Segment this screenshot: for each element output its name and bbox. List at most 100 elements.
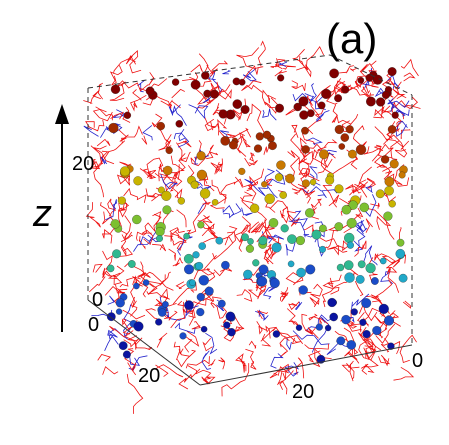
bead — [376, 97, 386, 107]
polymer-chain — [124, 348, 135, 365]
bead — [199, 188, 211, 199]
bead — [340, 133, 350, 142]
polymer-chain — [109, 325, 134, 338]
polymer-chain — [317, 190, 327, 199]
polymer-chain — [261, 89, 277, 106]
polymer-chain — [119, 276, 141, 288]
bead — [227, 328, 236, 337]
polymer-chain — [326, 277, 334, 288]
polymer-chain — [185, 310, 196, 326]
z-axis-arrow — [55, 104, 69, 332]
polymer-chain — [152, 210, 174, 225]
bead — [329, 68, 339, 79]
polymer-chain — [201, 376, 210, 385]
bead — [388, 200, 396, 208]
bead — [249, 203, 260, 213]
bead — [389, 159, 399, 169]
polymer-chain — [400, 58, 419, 77]
polymer-chain — [158, 134, 172, 151]
polymer-chain — [170, 155, 187, 172]
polymer-chain — [242, 68, 257, 82]
polymer-chain — [170, 301, 186, 329]
polymer-chain — [403, 72, 416, 82]
bead — [361, 298, 372, 309]
polymer-chain — [328, 194, 340, 208]
polymer-chain — [363, 146, 392, 158]
polymer-chain — [139, 168, 157, 179]
polymer-chain — [295, 357, 303, 375]
polymer-chain — [354, 281, 364, 297]
polymer-chain — [137, 79, 146, 93]
bead — [268, 141, 277, 151]
bead — [211, 199, 219, 206]
polymer-chain — [399, 334, 417, 364]
polymer-chain — [374, 253, 382, 263]
polymer-chain — [239, 358, 247, 373]
box-edge — [329, 54, 413, 96]
polymer-chain — [304, 83, 317, 104]
bead — [198, 242, 206, 250]
bead — [321, 88, 332, 99]
polymer-chain — [261, 333, 272, 347]
polymer-chain — [204, 118, 218, 132]
polymer-chain — [176, 349, 190, 361]
polymer-chain — [250, 221, 264, 234]
bead — [343, 260, 354, 270]
bead — [346, 218, 357, 229]
polymer-chain — [182, 76, 197, 81]
polymer-chain — [224, 315, 245, 334]
bead — [184, 264, 194, 275]
polymer-chain — [168, 104, 187, 126]
bead — [258, 264, 269, 275]
polymer-chain — [159, 173, 178, 192]
polymer-chain — [322, 274, 342, 295]
polymer-chain — [255, 277, 266, 300]
bead — [209, 89, 219, 99]
polymer-chain — [247, 180, 258, 190]
bead — [232, 99, 243, 109]
bead — [348, 200, 358, 210]
bead — [196, 308, 205, 317]
bead — [196, 151, 206, 161]
polymer-chain — [237, 132, 247, 157]
polymer-chain — [292, 330, 330, 345]
bead — [220, 136, 230, 146]
polymer-chain — [93, 150, 110, 169]
polymer-chain — [400, 129, 412, 139]
polymer-chain — [247, 221, 260, 234]
polymer-chain — [363, 347, 377, 360]
polymer-chain — [116, 174, 131, 186]
polymer-chain — [190, 151, 214, 167]
polymer-chain — [236, 47, 264, 69]
polymer-chain — [116, 288, 128, 295]
polymer-chain — [184, 338, 193, 353]
polymer-chain — [201, 376, 216, 385]
bead — [346, 340, 357, 350]
bead — [298, 96, 309, 107]
box-edge — [87, 299, 201, 386]
polymer-chain — [324, 139, 338, 148]
polymer-chain — [308, 313, 323, 324]
bead — [398, 273, 408, 283]
polymer-chain — [355, 207, 364, 219]
polymer-chain — [218, 357, 226, 370]
polymer-chain — [217, 118, 228, 136]
polymer-chain — [392, 340, 401, 355]
polymer-chain — [291, 124, 299, 138]
bead — [198, 275, 209, 286]
polymer-chain — [185, 356, 210, 369]
polymer-chain — [126, 373, 144, 414]
bead — [380, 155, 390, 164]
polymer-chain — [104, 286, 124, 308]
polymer-chain — [356, 220, 368, 233]
panel-label: (a) — [326, 15, 378, 62]
bead — [327, 297, 337, 308]
bead — [225, 311, 236, 322]
polymer-chain — [358, 166, 372, 184]
polymer-chain — [347, 360, 360, 369]
bead — [196, 169, 207, 180]
polymer-chain — [113, 55, 137, 74]
polymer-chain — [100, 156, 108, 165]
polymer-chain — [369, 257, 378, 283]
